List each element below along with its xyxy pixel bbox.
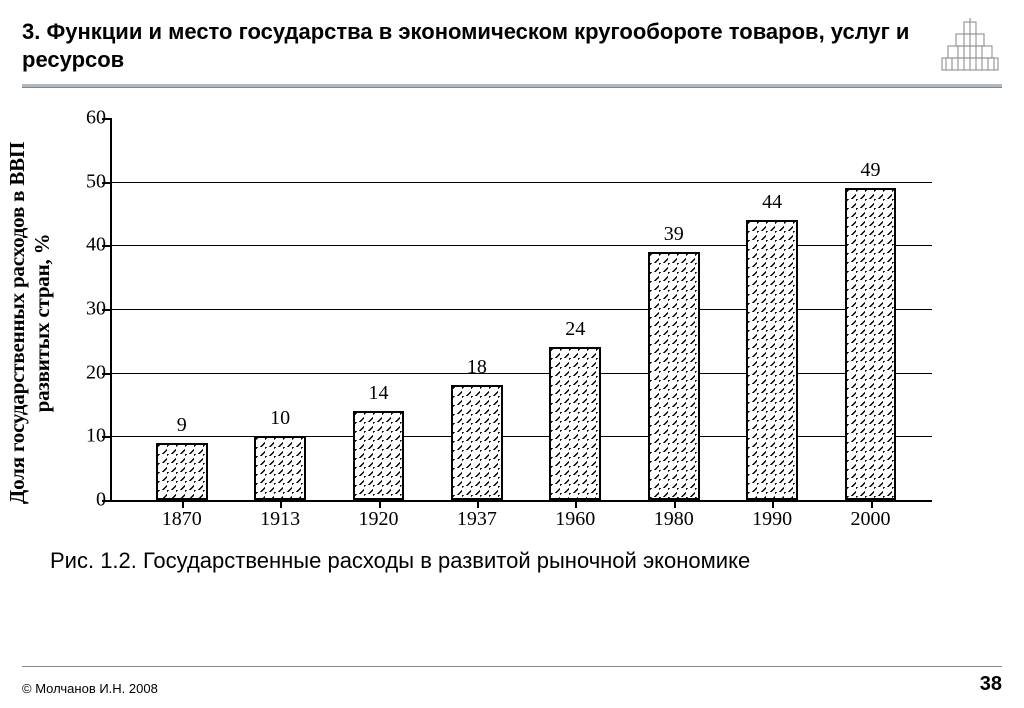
x-tick-label: 1960 (555, 508, 595, 531)
y-tick-label: 10 (66, 425, 106, 448)
y-axis-label: Доля государственных расходов в ВВПразви… (5, 142, 55, 504)
x-tick (182, 500, 184, 508)
x-tick (280, 500, 282, 508)
university-logo-icon (938, 18, 1002, 74)
gdp-expenditure-chart: Доля государственных расходов в ВВПразви… (32, 108, 942, 538)
x-tick (575, 500, 577, 508)
bar (353, 411, 405, 500)
y-tick-label: 50 (66, 170, 106, 193)
x-tick-label: 1937 (457, 508, 497, 531)
bar-value-label: 9 (152, 414, 212, 437)
x-tick-label: 2000 (851, 508, 891, 531)
y-tick-label: 40 (66, 234, 106, 257)
bar-value-label: 14 (349, 382, 409, 405)
x-tick-label: 1913 (260, 508, 300, 531)
bar-value-label: 39 (644, 223, 704, 246)
bar (746, 220, 798, 500)
page-number: 38 (980, 673, 1002, 696)
bar-value-label: 10 (250, 407, 310, 430)
y-tick-label: 60 (66, 107, 106, 130)
bar (254, 436, 306, 500)
x-tick-label: 1990 (752, 508, 792, 531)
figure-caption: Рис. 1.2. Государственные расходы в разв… (50, 548, 1002, 574)
x-tick (871, 500, 873, 508)
bar (648, 252, 700, 500)
bar (549, 347, 601, 500)
copyright-text: © Молчанов И.Н. 2008 (22, 681, 158, 696)
plot-area: 0102030405060 91870101913141920181937241… (110, 118, 932, 502)
bar (156, 443, 208, 500)
x-tick (379, 500, 381, 508)
page-title: 3. Функции и место государства в экономи… (22, 18, 926, 73)
bar-value-label: 24 (545, 318, 605, 341)
bar-value-label: 18 (447, 356, 507, 379)
x-tick (772, 500, 774, 508)
x-tick-label: 1980 (654, 508, 694, 531)
y-tick-label: 0 (66, 489, 106, 512)
x-tick (674, 500, 676, 508)
x-tick-label: 1870 (162, 508, 202, 531)
x-tick (477, 500, 479, 508)
bar (845, 188, 897, 500)
y-tick-label: 30 (66, 298, 106, 321)
header-divider (22, 84, 1002, 88)
bar-value-label: 49 (841, 159, 901, 182)
x-tick-label: 1920 (359, 508, 399, 531)
bar-value-label: 44 (742, 191, 802, 214)
bar (451, 385, 503, 500)
y-tick-label: 20 (66, 361, 106, 384)
